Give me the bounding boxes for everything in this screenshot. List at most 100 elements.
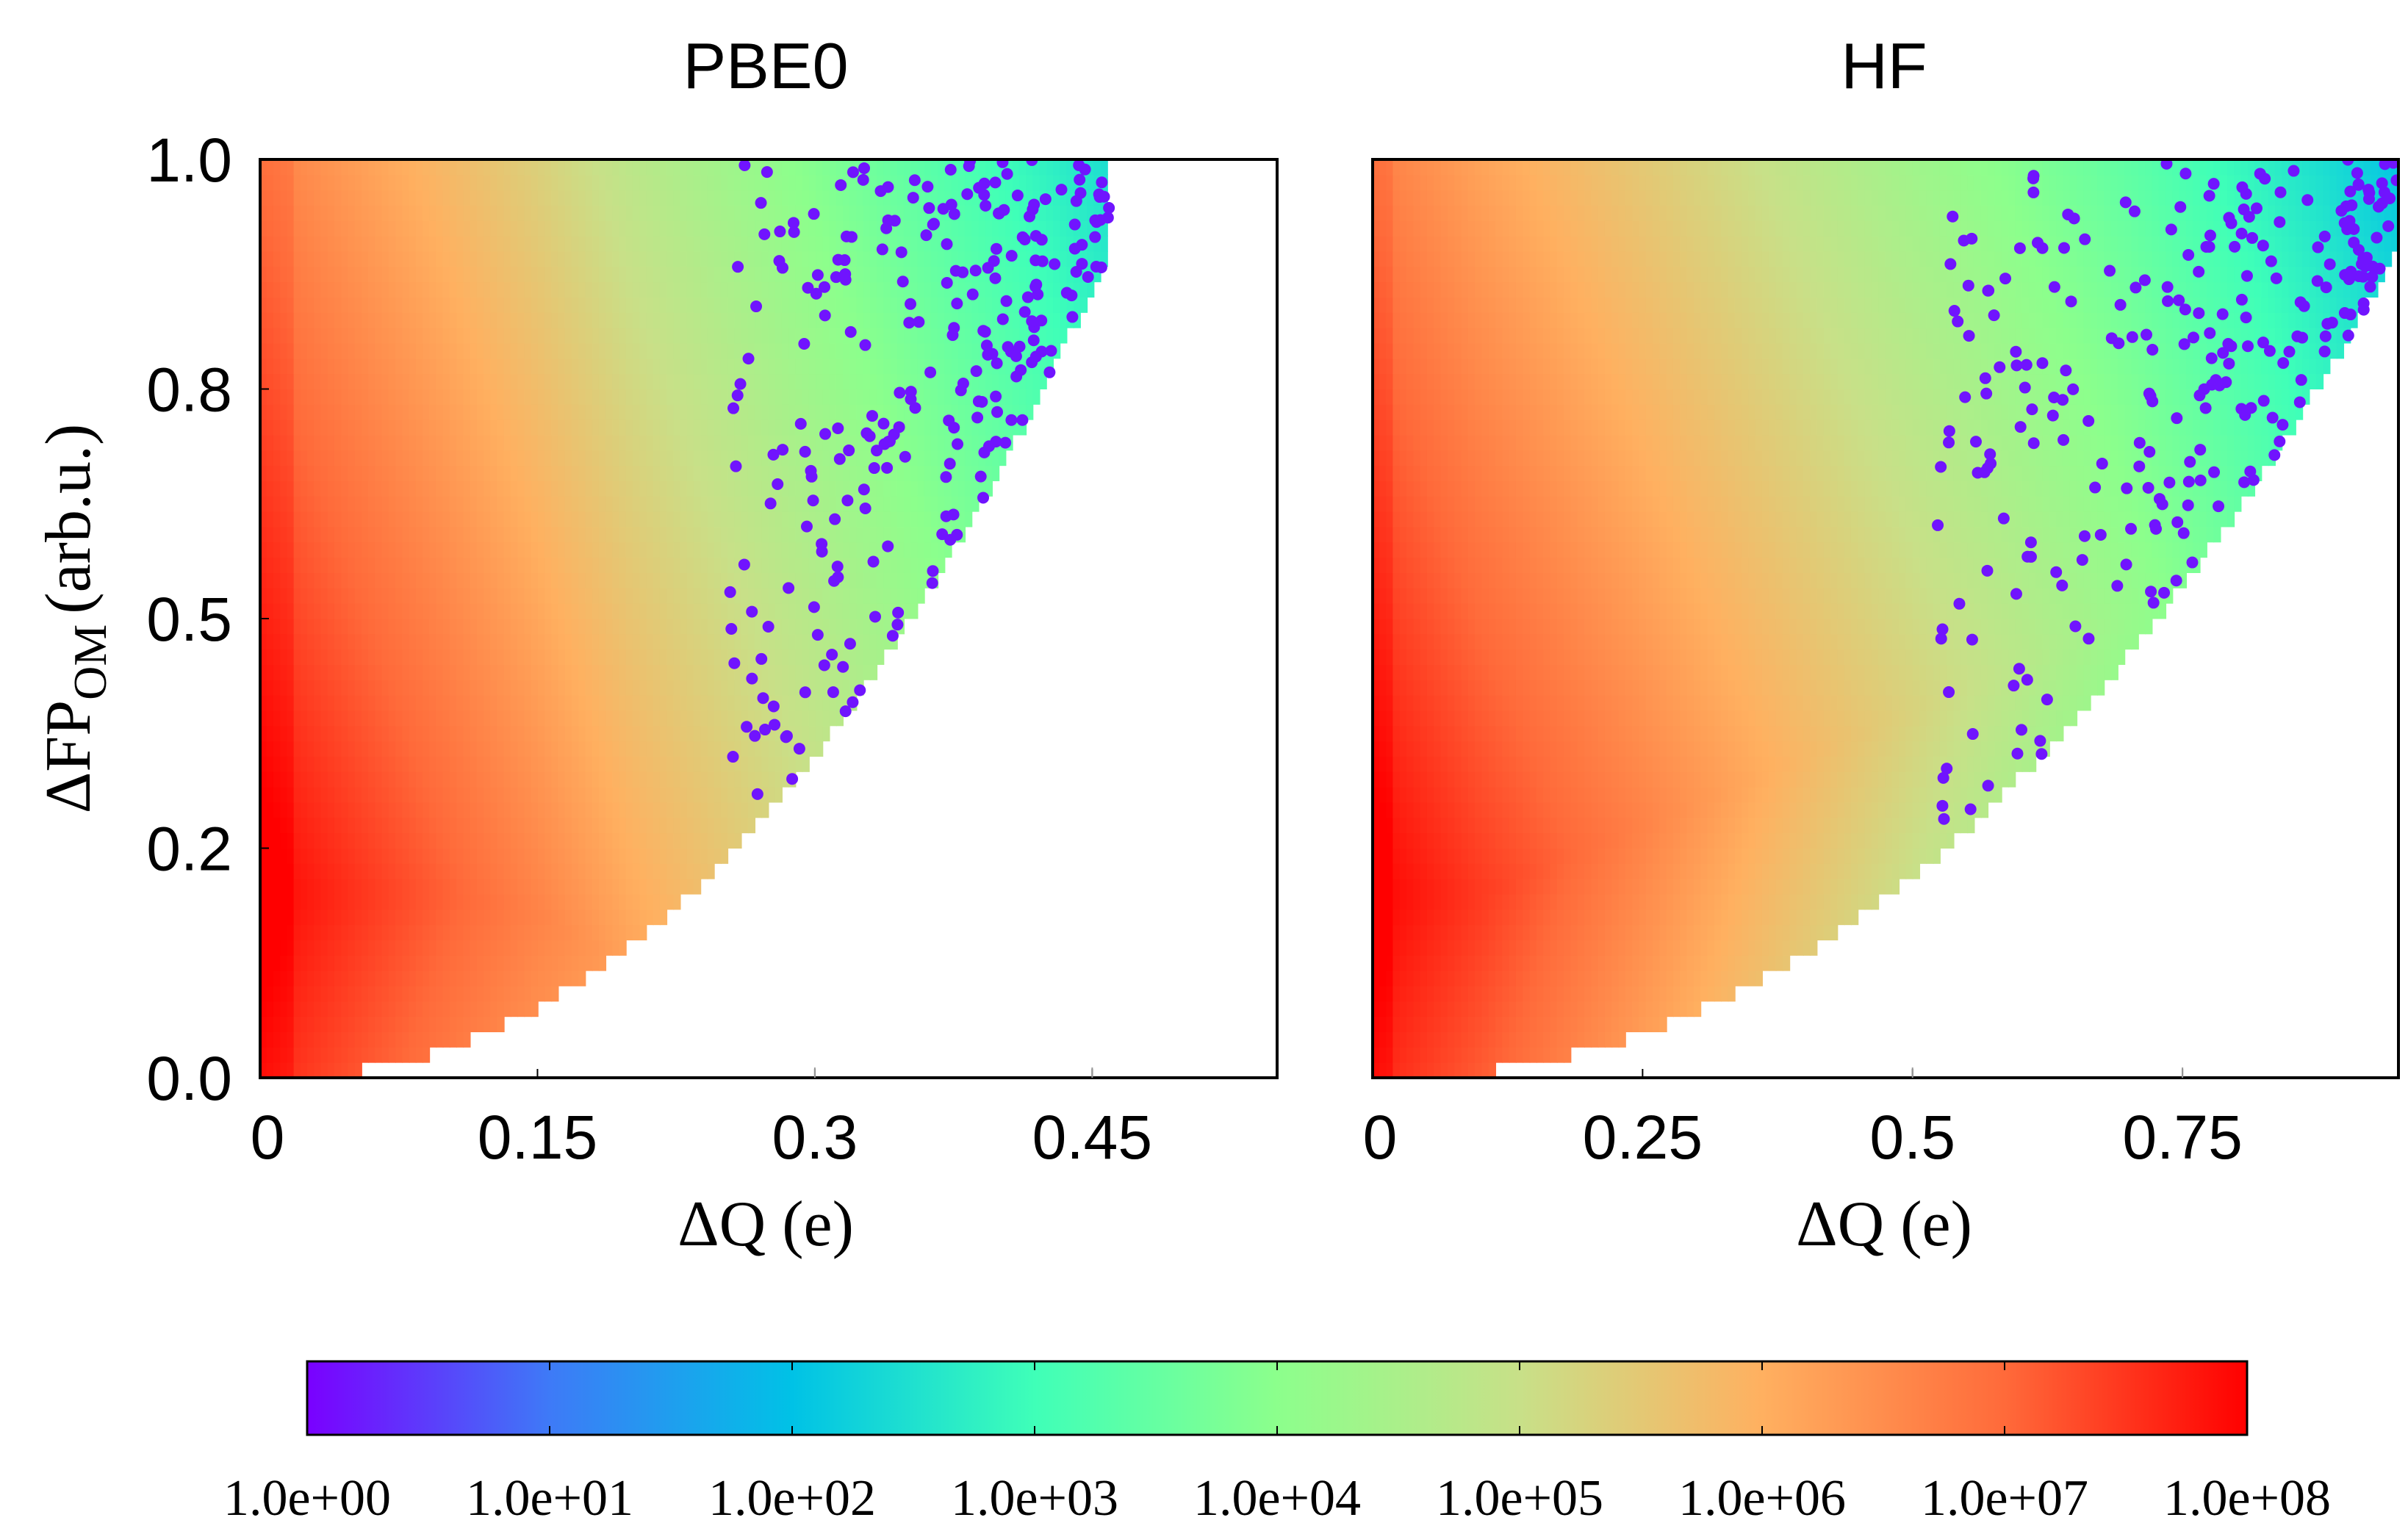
density-cell <box>300 327 309 344</box>
density-cell <box>531 159 539 176</box>
density-cell <box>537 664 546 680</box>
density-cell <box>612 434 620 451</box>
density-cell <box>639 281 647 298</box>
density-cell <box>456 848 464 864</box>
density-cell <box>409 679 417 696</box>
density-cell <box>571 450 580 467</box>
density-cell <box>571 526 580 543</box>
density-cell <box>781 756 790 772</box>
density-cell <box>849 511 858 527</box>
density-cell <box>747 235 756 252</box>
density-cell <box>625 878 633 895</box>
density-cell <box>375 893 383 910</box>
density-cell <box>415 587 423 604</box>
density-cell <box>361 756 370 772</box>
density-cell <box>524 756 532 772</box>
density-cell <box>429 495 437 512</box>
density-cell <box>564 587 572 604</box>
density-cell <box>598 495 607 512</box>
density-cell <box>585 495 593 512</box>
density-cell <box>476 419 484 436</box>
density-cell <box>849 587 858 604</box>
density-cell <box>551 159 559 176</box>
density-cell <box>503 572 511 588</box>
density-cell <box>537 832 546 849</box>
density-cell <box>314 297 322 313</box>
density-cell <box>694 159 702 176</box>
density-cell <box>409 649 417 665</box>
density-cell <box>545 832 553 849</box>
density-cell <box>287 1016 295 1032</box>
density-cell <box>395 679 403 696</box>
density-cell <box>564 495 572 512</box>
density-cell <box>700 266 708 283</box>
density-cell <box>361 771 370 788</box>
density-cell <box>686 511 695 527</box>
density-cell <box>409 373 417 389</box>
density-cell <box>287 924 295 940</box>
density-cell <box>320 465 328 481</box>
density-cell <box>287 297 295 313</box>
density-cell <box>802 205 810 221</box>
density-cell <box>924 389 932 405</box>
density-cell <box>727 541 736 558</box>
density-cell <box>625 174 633 191</box>
density-cell <box>842 403 851 420</box>
density-cell <box>795 756 803 772</box>
density-cell <box>490 465 498 481</box>
density-cell <box>545 694 553 711</box>
density-cell <box>395 572 403 588</box>
density-cell <box>517 832 525 849</box>
density-cell <box>442 970 450 987</box>
density-cell <box>592 251 600 267</box>
density-cell <box>293 741 301 757</box>
density-cell <box>632 679 641 696</box>
density-cell <box>585 756 593 772</box>
density-cell <box>625 205 633 221</box>
density-cell <box>409 832 417 849</box>
density-cell <box>673 649 681 665</box>
density-cell <box>755 342 763 359</box>
density-cell <box>592 572 600 588</box>
density-cell <box>863 618 871 635</box>
density-cell <box>395 526 403 543</box>
density-cell <box>612 893 620 910</box>
density-cell <box>375 312 383 328</box>
density-cell <box>659 541 668 558</box>
density-cell <box>381 710 389 727</box>
density-cell <box>375 924 383 940</box>
density-cell <box>896 526 905 543</box>
density-cell <box>463 511 471 527</box>
density-cell <box>490 190 498 206</box>
density-cell <box>463 602 471 619</box>
density-cell <box>476 970 484 987</box>
density-cell <box>293 602 301 619</box>
density-cell <box>368 940 376 956</box>
density-cell <box>619 205 627 221</box>
density-cell <box>653 174 661 191</box>
density-cell <box>558 480 566 497</box>
density-cell <box>537 174 546 191</box>
density-cell <box>883 526 891 543</box>
density-cell <box>409 756 417 772</box>
density-cell <box>694 557 702 573</box>
density-cell <box>409 159 417 176</box>
density-cell <box>605 465 614 481</box>
density-cell <box>388 389 397 405</box>
density-cell <box>409 389 417 405</box>
density-cell <box>273 602 281 619</box>
density-cell <box>273 281 281 298</box>
density-cell <box>436 190 444 206</box>
density-cell <box>402 909 410 926</box>
density-cell <box>422 419 431 436</box>
density-cell <box>829 465 837 481</box>
density-cell <box>747 710 756 727</box>
density-cell <box>938 342 946 359</box>
density-cell <box>476 832 484 849</box>
density-cell <box>327 434 335 451</box>
density-cell <box>449 618 458 635</box>
density-cell <box>334 924 342 940</box>
density-cell <box>266 1016 274 1032</box>
density-cell <box>497 863 505 879</box>
